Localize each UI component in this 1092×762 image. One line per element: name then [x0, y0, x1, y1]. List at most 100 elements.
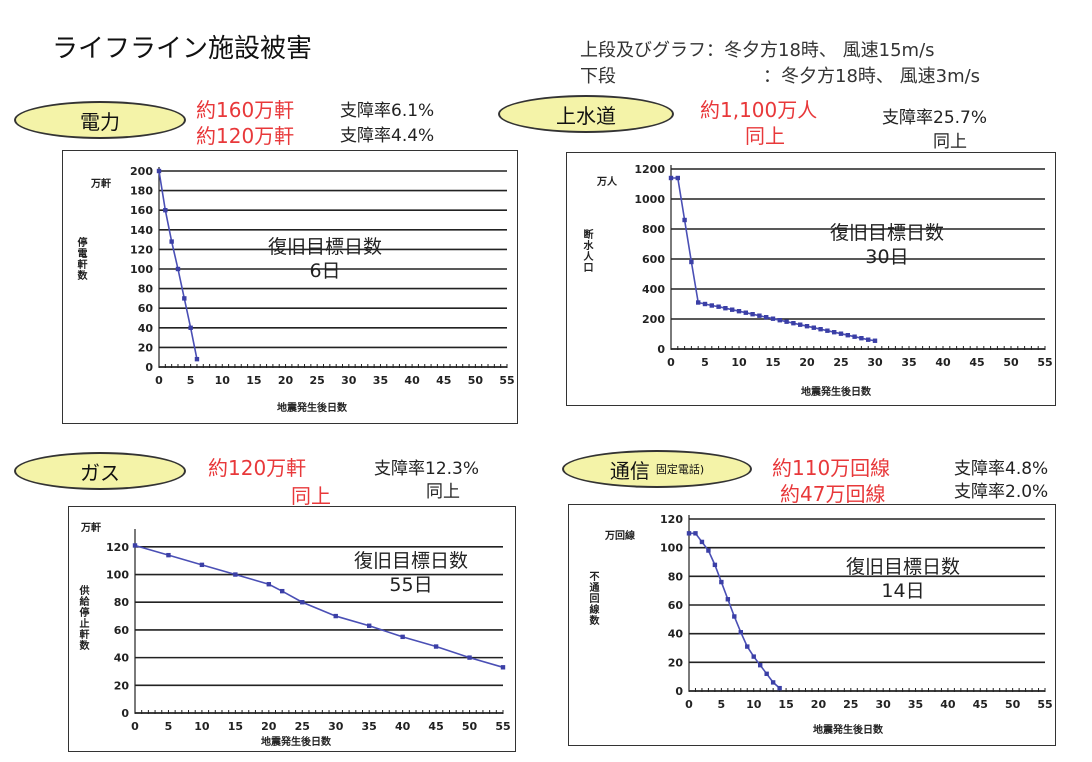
- water-data-point: [750, 312, 755, 317]
- gas-x-tick-label: 15: [228, 720, 243, 733]
- water-data-point: [689, 259, 694, 265]
- telecom-y-tick-label: 80: [668, 570, 684, 583]
- water-x-tick-label: 15: [765, 356, 780, 369]
- power-y-tick-label: 120: [130, 243, 153, 256]
- power-y-tick-label: 200: [130, 165, 153, 178]
- water-data-point: [730, 307, 735, 312]
- power-upper-rate: 支障率6.1%: [340, 101, 435, 121]
- telecom-x-tick-label: 20: [811, 698, 827, 711]
- telecom-data-point: [770, 680, 776, 685]
- water-annotation-title: 復旧目標日数: [829, 222, 944, 244]
- section-label-water: 上水道: [498, 95, 674, 133]
- water-data-point: [825, 328, 830, 333]
- power-x-tick-label: 5: [187, 374, 195, 387]
- water-data-point: [777, 318, 782, 323]
- power-outage-chart: 万軒 停電軒数 0 20 40 60 80 100 120 140 160 180 200 0 5 10 1…: [62, 150, 518, 424]
- power-chart-unit: 万軒: [91, 179, 111, 190]
- water-x-tick-label: 25: [833, 356, 848, 369]
- gas-upper-rate: 支障率12.3%: [374, 459, 480, 479]
- section-label-water-text: 上水道: [556, 103, 616, 128]
- gas-chart-xlabel: 地震発生後日数: [261, 737, 331, 748]
- telecom-chart-svg: 0 20 40 60 80 100 120 0 5 10 15 20 25 30 35 40 45 50 55: [660, 513, 1053, 711]
- water-y-tick-label: 0: [657, 343, 665, 356]
- power-lower-count: 約120万軒: [196, 124, 295, 148]
- gas-lower-count: 同上: [291, 484, 331, 508]
- power-x-tick-label: 55: [499, 374, 514, 387]
- section-label-telecom-sub: 固定電話): [655, 463, 705, 476]
- telecom-y-tick-label: 40: [668, 628, 684, 641]
- conditions-note-line1: 上段及びグラフ：冬夕方18時、 風速15m/s: [580, 40, 935, 61]
- telecom-data-point: [693, 531, 698, 536]
- gas-data-point: [433, 644, 439, 649]
- telecom-data-point: [712, 562, 718, 568]
- gas-upper-count: 約120万軒: [208, 456, 307, 480]
- section-label-telecom-text: 通信: [609, 458, 650, 483]
- water-data-point: [872, 338, 878, 343]
- gas-data-point: [333, 613, 338, 619]
- gas-data-point: [233, 572, 238, 577]
- telecom-data-point: [706, 548, 711, 553]
- gas-x-tick-label: 10: [194, 720, 210, 733]
- telecom-y-tick-label: 20: [668, 656, 684, 669]
- power-x-tick-label: 10: [215, 374, 231, 387]
- water-data-point: [845, 333, 850, 338]
- water-data-point: [764, 315, 769, 320]
- telecom-lower-rate: 支障率2.0%: [954, 482, 1049, 502]
- power-x-tick-label: 25: [310, 374, 325, 387]
- telecom-data-point: [725, 597, 731, 602]
- water-x-tick-label: 5: [701, 356, 709, 369]
- water-x-tick-label: 20: [799, 356, 815, 369]
- water-x-tick-label: 0: [667, 356, 675, 369]
- telecom-outage-chart: 万回線 不通回線数 0 20 40 60 80 100 120 0 5 10 15 20 25 30 35 4…: [568, 504, 1056, 746]
- gas-x-tick-label: 35: [362, 720, 377, 733]
- water-data-point: [736, 309, 742, 314]
- gas-outage-chart: 万軒 供給停止軒数 0 20 40 60 80 100 120 0 5 10 15 20 25 30 35 4…: [68, 506, 516, 752]
- gas-x-tick-label: 20: [261, 720, 277, 733]
- section-label-gas: ガス: [14, 452, 186, 490]
- water-data-point: [832, 330, 837, 335]
- power-x-tick-label: 40: [404, 374, 420, 387]
- power-x-tick-label: 50: [468, 374, 484, 387]
- water-x-tick-label: 30: [867, 356, 883, 369]
- power-data-point: [163, 208, 168, 213]
- water-upper-rate: 支障率25.7%: [882, 108, 988, 128]
- water-data-point: [743, 310, 748, 315]
- water-x-tick-label: 50: [1003, 356, 1019, 369]
- telecom-x-tick-label: 55: [1037, 698, 1052, 711]
- water-y-tick-label: 1000: [634, 193, 665, 206]
- water-lower-count: 同上: [745, 124, 785, 148]
- power-y-tick-label: 100: [130, 263, 153, 276]
- power-y-tick-label: 160: [130, 204, 153, 217]
- gas-annotation-days: 55日: [389, 574, 433, 596]
- gas-y-tick-label: 20: [114, 679, 130, 692]
- water-x-tick-label: 10: [731, 356, 747, 369]
- gas-chart-svg: 0 20 40 60 80 100 120 0 5 10 15 20 25 30 35 40 45 50 55: [106, 529, 511, 733]
- telecom-x-tick-label: 5: [718, 698, 726, 711]
- water-data-point: [852, 334, 857, 339]
- water-chart-xlabel: 地震発生後日数: [801, 387, 871, 398]
- power-y-tick-label: 40: [138, 322, 154, 335]
- water-data-point: [770, 316, 776, 321]
- section-label-gas-text: ガス: [80, 460, 120, 485]
- gas-data-point: [266, 582, 272, 587]
- gas-x-tick-label: 50: [462, 720, 478, 733]
- water-upper-count: 約1,100万人: [700, 98, 818, 122]
- telecom-y-tick-label: 100: [660, 542, 683, 555]
- telecom-x-tick-label: 40: [940, 698, 956, 711]
- gas-data-point: [300, 600, 305, 605]
- power-x-tick-label: 0: [155, 374, 163, 387]
- water-annotation-days: 30日: [865, 246, 909, 268]
- telecom-data-point: [745, 644, 750, 649]
- water-data-point: [675, 175, 680, 181]
- section-label-power: 電力: [14, 101, 186, 139]
- power-lower-rate: 支障率4.4%: [340, 126, 435, 146]
- telecom-y-tick-label: 120: [660, 513, 683, 526]
- gas-x-tick-label: 40: [395, 720, 411, 733]
- water-data-point: [757, 313, 762, 318]
- power-x-tick-label: 35: [373, 374, 388, 387]
- power-chart-svg: 0 20 40 60 80 100 120 140 160 180 200 0 5 10 15 20 25 30 3…: [130, 165, 515, 387]
- telecom-x-tick-label: 15: [778, 698, 793, 711]
- power-data-point: [175, 266, 181, 272]
- power-data-point: [182, 296, 187, 301]
- water-chart-svg: 0 200 400 600 800 1000 1200 0 5 10 15 20 25 30 35 40 45 5…: [634, 163, 1052, 369]
